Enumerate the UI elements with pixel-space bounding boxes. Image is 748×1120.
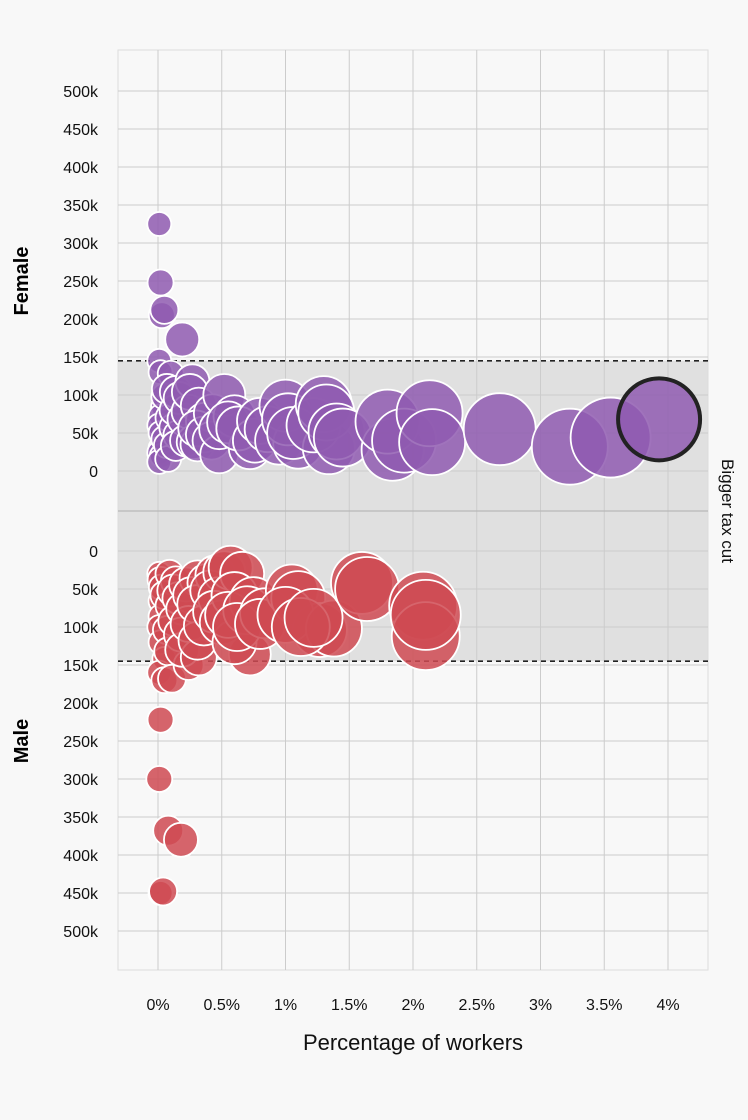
x-tick-label: 1.5% <box>331 997 367 1014</box>
female-y-tick-label: 500k <box>63 84 99 101</box>
male-bubble <box>146 705 175 734</box>
male-y-tick-label: 50k <box>72 582 99 599</box>
male-y-tick-label: 500k <box>63 924 99 941</box>
male-y-tick-label: 150k <box>63 658 99 675</box>
female-y-tick-label: 0 <box>89 464 98 481</box>
male-y-tick-label: 400k <box>63 848 99 865</box>
female-bubble <box>462 392 537 467</box>
bigger-tax-cut-label: Bigger tax cut <box>718 459 737 563</box>
male-bubble <box>283 587 344 648</box>
female-bubble <box>164 321 201 358</box>
male-y-tick-label: 450k <box>63 886 99 903</box>
female-y-tick-label: 350k <box>63 198 99 215</box>
male-axis-title: Male <box>11 719 33 763</box>
male-bubble <box>389 578 462 651</box>
x-axis-title: Percentage of workers <box>303 1030 523 1055</box>
x-tick-label: 3.5% <box>586 997 622 1014</box>
female-y-tick-label: 400k <box>63 160 99 177</box>
female-bubble <box>398 408 467 477</box>
female-y-tick-label: 450k <box>63 122 99 139</box>
x-tick-label: 4% <box>656 997 679 1014</box>
female-axis-title: Female <box>11 247 33 316</box>
x-tick-label: 1% <box>274 997 297 1014</box>
female-y-tick-label: 50k <box>72 426 99 443</box>
male-y-tick-label: 200k <box>63 696 99 713</box>
x-tick-label: 2% <box>401 997 424 1014</box>
female-y-tick-label: 100k <box>63 388 99 405</box>
female-y-tick-label: 250k <box>63 274 99 291</box>
male-bubble <box>163 821 199 858</box>
female-bubble <box>146 211 173 237</box>
female-y-tick-label: 300k <box>63 236 99 253</box>
female-y-tick-label: 200k <box>63 312 99 329</box>
x-tick-label: 3% <box>529 997 552 1014</box>
male-bubble <box>148 876 179 907</box>
male-y-tick-label: 100k <box>63 620 99 637</box>
male-y-tick-label: 250k <box>63 734 99 751</box>
tick-labels: 0% 0.5% 1% 1.5% 2% 2.5% 3% 3.5% 4% 0 0 50k 50k 100k 10… <box>63 84 679 1014</box>
bubble-layer <box>145 211 703 907</box>
female-bubble <box>149 294 180 325</box>
x-tick-label: 0% <box>146 997 169 1014</box>
x-tick-label: 0.5% <box>204 997 240 1014</box>
male-bubble <box>145 765 174 793</box>
male-y-tick-label: 300k <box>63 772 99 789</box>
female-highlighted-bubble <box>616 376 703 463</box>
female-bubble <box>146 268 175 297</box>
female-y-tick-label: 150k <box>63 350 99 367</box>
male-y-tick-label: 0 <box>89 544 98 561</box>
male-y-tick-label: 350k <box>63 810 99 827</box>
x-tick-label: 2.5% <box>459 997 495 1014</box>
